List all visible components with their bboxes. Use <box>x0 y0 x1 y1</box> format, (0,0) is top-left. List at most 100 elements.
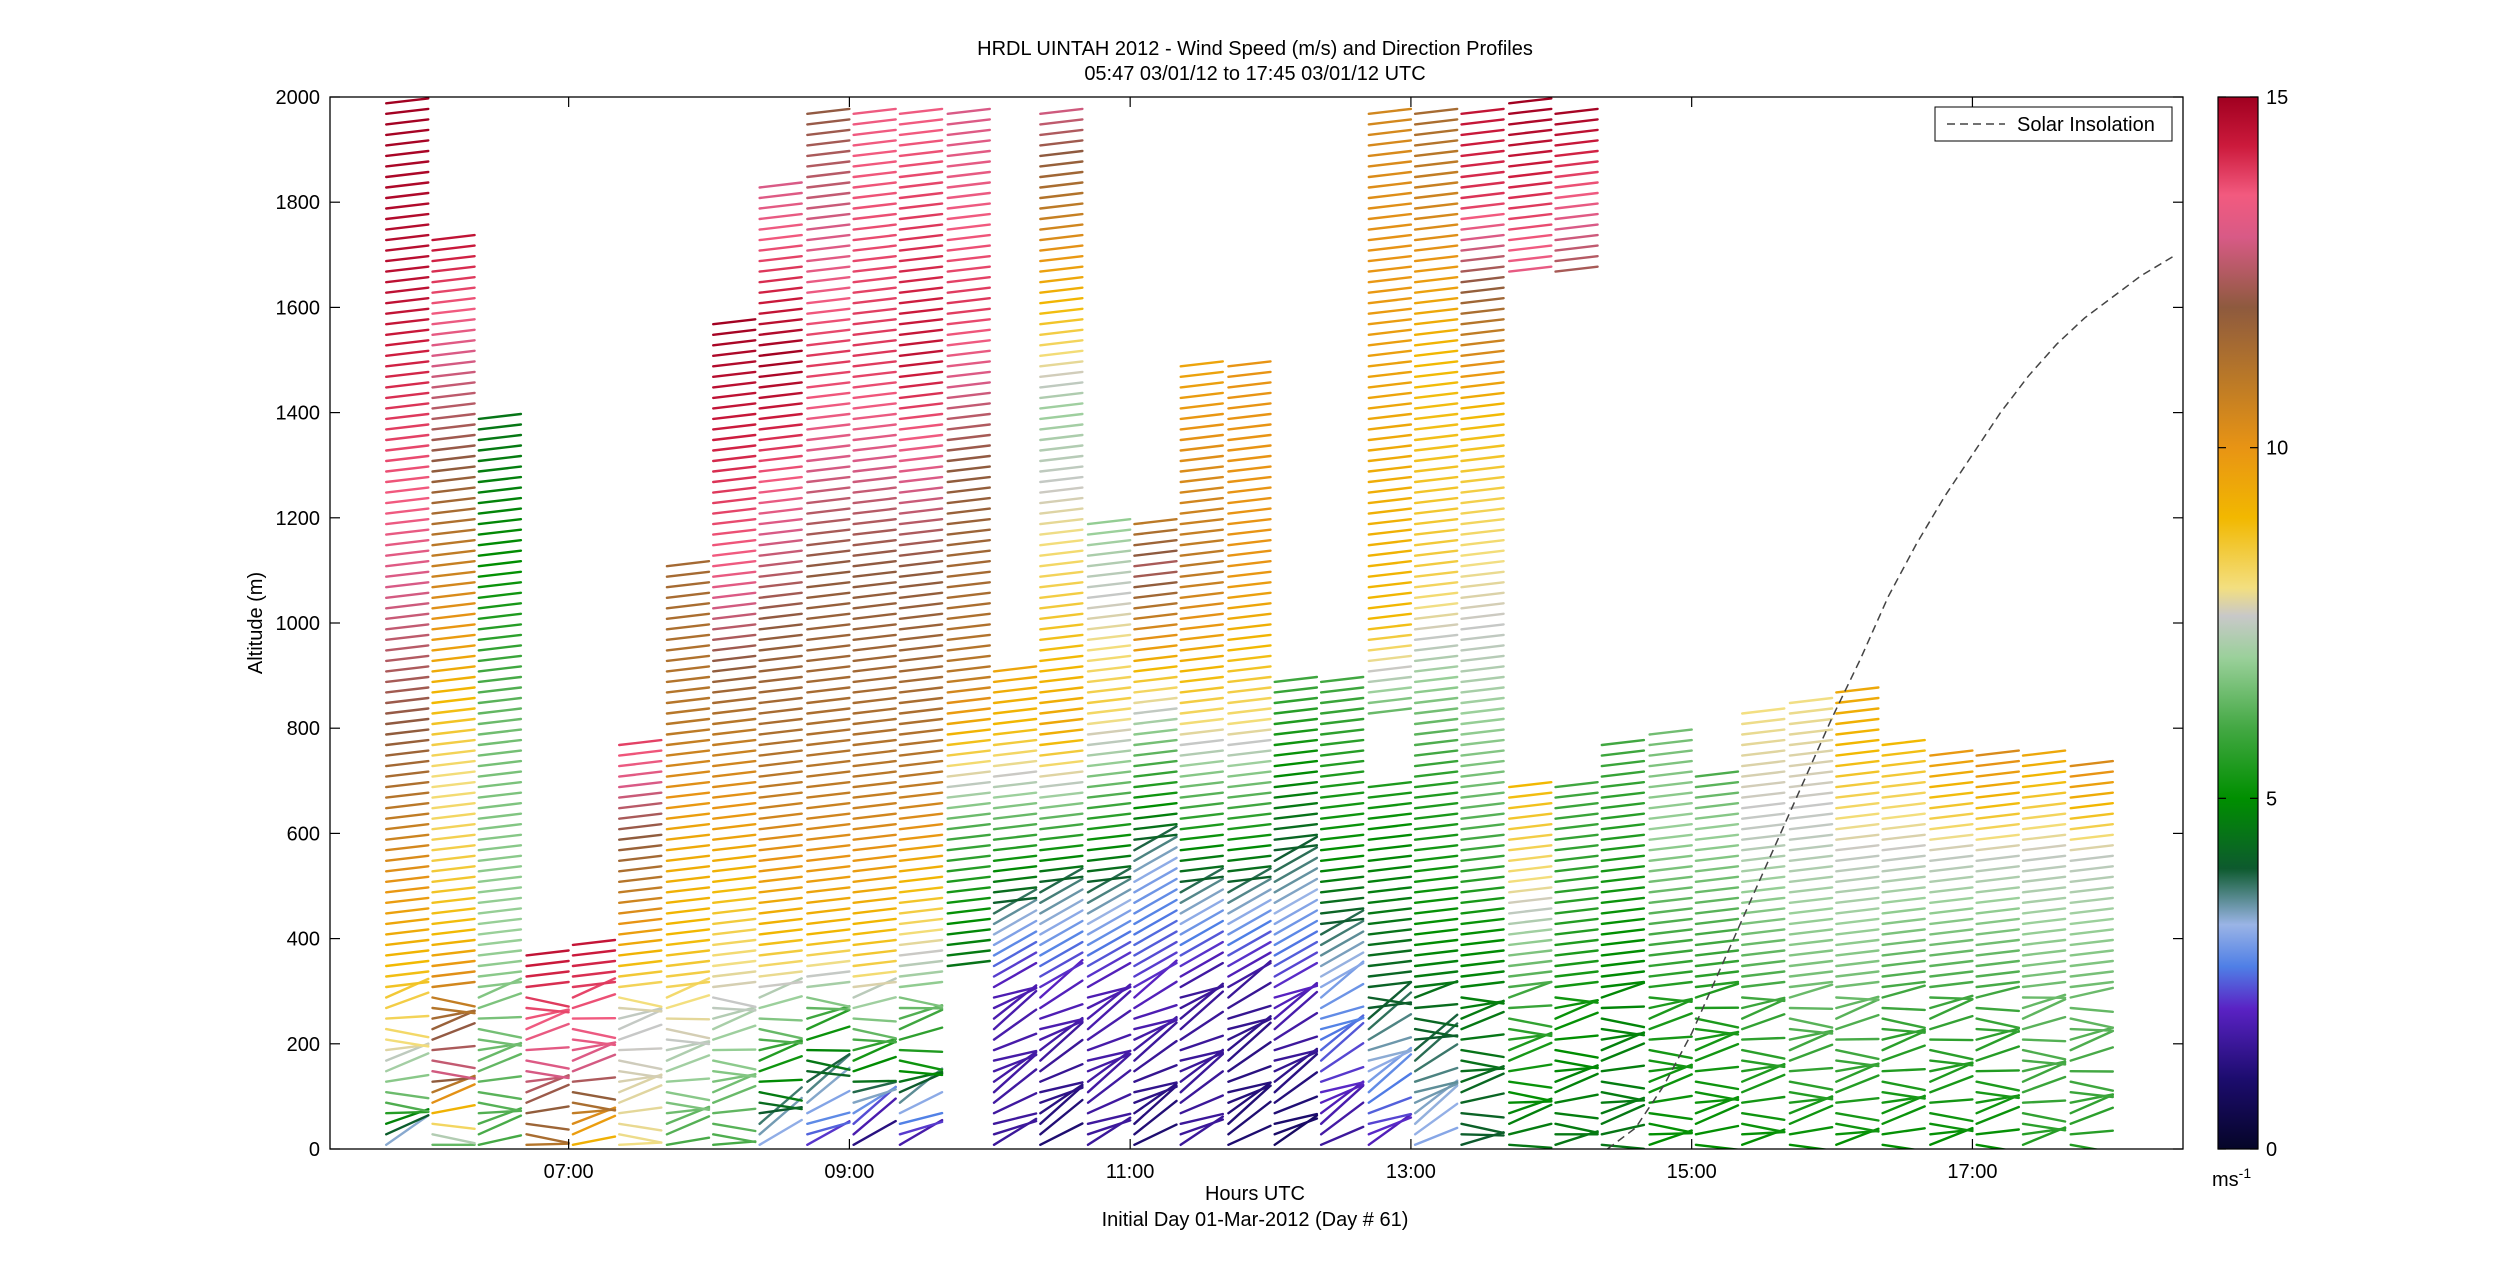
wind-barb <box>1039 1081 1084 1094</box>
wind-barb <box>1227 654 1272 663</box>
wind-barb <box>712 875 757 883</box>
wind-barb <box>431 707 476 715</box>
wind-barb <box>477 1090 523 1101</box>
wind-barb <box>1367 854 1413 862</box>
wind-barb <box>2069 938 2115 947</box>
wind-barb <box>1227 749 1272 757</box>
wind-barb <box>618 781 663 789</box>
wind-barb <box>712 1006 757 1012</box>
wind-barb <box>385 402 430 410</box>
wind-barb <box>1367 665 1413 673</box>
wind-barb <box>1273 961 1319 989</box>
wind-barb <box>1507 802 1553 810</box>
wind-barb <box>2069 1029 2115 1052</box>
wind-barb <box>431 528 476 536</box>
wind-barb <box>1179 433 1225 442</box>
wind-barb <box>946 475 991 484</box>
wind-barb <box>852 107 897 116</box>
wind-barb <box>1319 1005 1365 1020</box>
wind-barb <box>1975 823 2021 831</box>
wind-barb <box>1039 181 1084 189</box>
wind-barb <box>758 244 803 252</box>
wind-barb <box>2069 1129 2115 1136</box>
wind-barb <box>758 686 803 694</box>
wind-barb <box>431 980 476 989</box>
wind-barb <box>1413 770 1459 778</box>
wind-barb <box>1881 781 1926 789</box>
wind-barb <box>1694 1042 1740 1062</box>
wind-barb <box>477 412 523 421</box>
wind-barb <box>1179 877 1225 904</box>
wind-barb <box>946 528 991 536</box>
wind-barb <box>525 1059 570 1070</box>
wind-barb <box>806 1006 851 1011</box>
wind-barb <box>1413 518 1459 526</box>
wind-barb <box>665 707 711 715</box>
wind-barb <box>758 233 803 242</box>
wind-barb <box>1460 886 1505 894</box>
wind-barb <box>2069 865 2115 873</box>
wind-barb <box>665 1017 711 1021</box>
wind-barb <box>1227 875 1272 883</box>
wind-barb <box>946 244 991 252</box>
wind-barb <box>385 781 430 789</box>
wind-barb <box>385 749 430 757</box>
wind-barb <box>1086 865 1132 873</box>
wind-barb <box>1039 591 1084 599</box>
wind-barb <box>946 633 991 641</box>
wind-barb <box>946 675 991 684</box>
wind-barb <box>898 644 944 652</box>
wind-barb <box>525 1046 570 1052</box>
wind-barb <box>946 433 991 442</box>
wind-barb <box>712 318 757 326</box>
wind-barb <box>1413 539 1459 547</box>
wind-barb <box>385 591 430 599</box>
wind-barb <box>1929 1074 1974 1094</box>
wind-barb <box>806 444 851 452</box>
wind-barb <box>2069 928 2115 936</box>
wind-barb <box>852 612 897 620</box>
wind-barb <box>1179 475 1225 484</box>
wind-barb <box>1039 223 1084 231</box>
wind-barb <box>1367 602 1413 610</box>
wind-profile <box>1273 675 1319 1147</box>
wind-barb <box>1694 1124 1740 1136</box>
wind-barb <box>758 1078 803 1083</box>
wind-barb <box>1039 328 1084 336</box>
wind-barb <box>992 1053 1038 1094</box>
wind-barb <box>1086 875 1132 883</box>
wind-barb <box>1227 919 1272 947</box>
wind-barb <box>385 717 430 726</box>
wind-barb <box>385 675 430 684</box>
wind-barb <box>665 759 711 768</box>
wind-barb <box>1929 896 1974 904</box>
wind-barb <box>1600 865 1646 873</box>
wind-barb <box>1975 938 2021 947</box>
wind-barb <box>1227 423 1272 431</box>
wind-barb <box>1179 961 1225 989</box>
wind-barb <box>1227 909 1272 936</box>
wind-barb <box>1788 781 1834 789</box>
wind-barb <box>1319 1084 1365 1126</box>
wind-barb <box>431 297 476 305</box>
wind-barb <box>898 970 944 978</box>
wind-barb <box>1600 981 1646 999</box>
wind-barb <box>946 486 991 494</box>
wind-barb <box>898 980 944 989</box>
wind-barb <box>1133 707 1178 715</box>
wind-barb <box>806 286 851 294</box>
wind-barb <box>1648 959 1693 968</box>
wind-barb <box>1086 549 1132 557</box>
wind-barb <box>1086 823 1132 831</box>
wind-barb <box>1740 844 1786 852</box>
wind-barb <box>992 717 1038 726</box>
wind-barb <box>758 938 803 947</box>
wind-barb <box>852 444 897 452</box>
wind-barb <box>1413 328 1459 336</box>
wind-barb <box>1835 738 1880 747</box>
wind-barb <box>1788 1006 1834 1010</box>
wind-barb <box>1086 654 1132 663</box>
wind-barb <box>1039 360 1084 368</box>
wind-barb <box>1975 896 2021 904</box>
wind-barb <box>806 539 851 547</box>
